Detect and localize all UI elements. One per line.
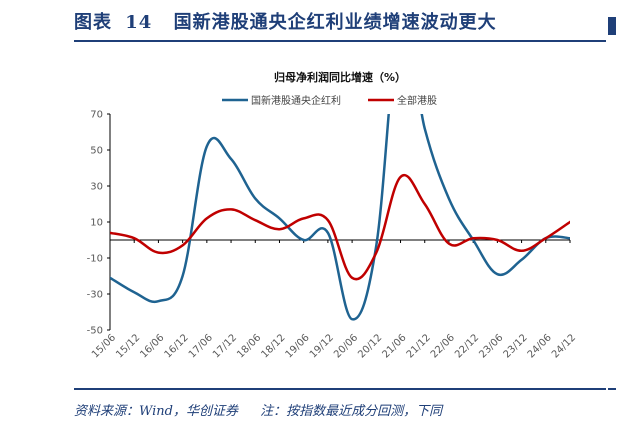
y-tick-label: -50 — [87, 326, 103, 337]
footer-rule — [74, 388, 606, 390]
x-tick-label: 18/12 — [259, 332, 287, 360]
y-tick-label: -30 — [87, 290, 103, 301]
figure-label: 图表 — [74, 12, 112, 33]
x-tick-label: 23/06 — [477, 332, 505, 360]
source-line: 资料来源：Wind，华创证券 注：按指数最近成分回测，下同 — [74, 400, 442, 419]
x-tick-label: 16/12 — [163, 332, 191, 360]
figure-title: 国新港股通央企红利业绩增速波动更大 — [173, 12, 497, 33]
x-tick-label: 18/06 — [235, 332, 263, 360]
y-tick-label: 10 — [90, 218, 103, 229]
x-tick-label: 22/06 — [429, 332, 457, 360]
adjacent-figure-edge — [608, 17, 616, 35]
x-tick-label: 19/06 — [284, 332, 312, 360]
legend: 国新港股通央企红利 全部港股 — [222, 94, 437, 107]
y-tick-label: 30 — [90, 182, 103, 193]
series-line-2 — [110, 173, 570, 281]
figure-header: 图表 14 国新港股通央企红利业绩增速波动更大 — [74, 8, 497, 34]
series-group — [110, 114, 570, 321]
y-tick-label: 70 — [90, 110, 103, 121]
y-tick-label: -10 — [87, 254, 103, 265]
y-tick-label: 50 — [90, 146, 103, 157]
series-line-1 — [110, 114, 570, 321]
figure-number: 14 — [125, 12, 153, 33]
chart: 归母净利润同比增速（%） 国新港股通央企红利 全部港股 -50 -30 -10 10 30… — [87, 70, 578, 361]
x-tick-label: 20/12 — [356, 332, 384, 360]
x-tick-label: 17/12 — [211, 332, 239, 360]
legend-label-2: 全部港股 — [397, 94, 437, 107]
x-tick-label: 17/06 — [187, 332, 215, 360]
x-tick-label: 19/12 — [308, 332, 336, 360]
legend-label-1: 国新港股通央企红利 — [251, 94, 341, 107]
x-tick-label: 15/06 — [90, 332, 118, 360]
y-axis: -50 -30 -10 10 30 50 70 — [87, 110, 111, 337]
source-text: 资料来源：Wind，华创证券 — [74, 404, 238, 419]
x-tick-label: 21/12 — [405, 332, 433, 360]
x-tick-label: 22/12 — [453, 332, 481, 360]
x-tick-label: 24/12 — [550, 332, 578, 360]
x-tick-label: 21/06 — [380, 332, 408, 360]
x-tick-label: 24/06 — [526, 332, 554, 360]
chart-title: 归母净利润同比增速（%） — [274, 70, 406, 84]
x-tick-label: 23/12 — [502, 332, 530, 360]
adjacent-figure-rule — [608, 388, 616, 390]
header-rule — [74, 40, 606, 42]
x-tick-label: 20/06 — [332, 332, 360, 360]
note-text: 注：按指数最近成分回测，下同 — [260, 404, 443, 419]
x-tick-label: 16/06 — [138, 332, 166, 360]
x-tick-label: 15/12 — [114, 332, 142, 360]
